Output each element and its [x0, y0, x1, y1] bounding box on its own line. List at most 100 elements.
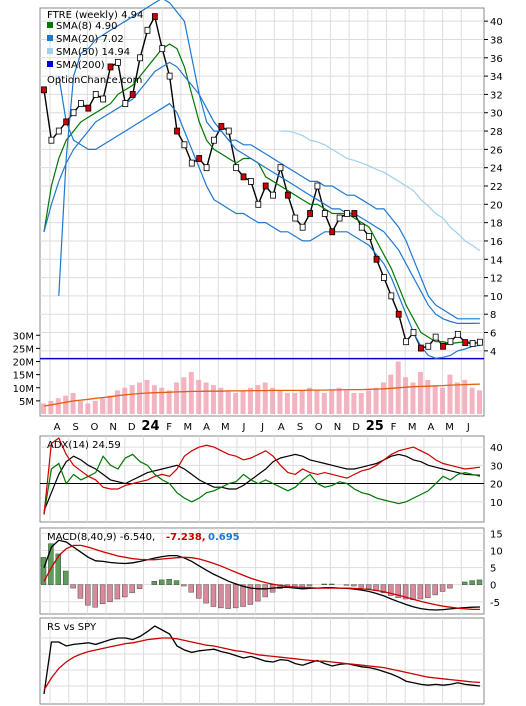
- y-tick-label: 22: [490, 182, 503, 193]
- price-x-axis: A S O N D 24 F M A M J J A S O N D 25 F M A M J: [54, 419, 470, 434]
- price-point: [196, 155, 203, 162]
- volume-bar: [129, 385, 135, 414]
- volume-tick-label: 15M: [13, 371, 34, 382]
- rs-panel: RS vs SPY: [39, 617, 485, 705]
- volume-bar: [351, 393, 357, 414]
- rs-lines: [43, 625, 481, 695]
- price-point: [225, 127, 232, 135]
- volume-bar: [188, 372, 194, 414]
- macd-histogram-bar: [380, 584, 387, 594]
- price-point: [425, 342, 432, 350]
- y-tick-label: 15: [490, 529, 503, 540]
- y-tick-label: 10: [490, 547, 503, 558]
- rs-panel-frame: [39, 617, 485, 705]
- macd-histogram-bar: [129, 584, 135, 594]
- x-tick-label: S: [297, 422, 303, 433]
- volume-bar: [432, 385, 438, 414]
- price-point: [314, 182, 321, 190]
- y-tick-label: 30: [490, 109, 503, 120]
- price-panel: 4 6 8 10 12 14 16 18 20 22 24 26 28 30 32 34 36 38 40 30M 2…: [13, 0, 503, 434]
- volume-tick-label: 30M: [13, 331, 34, 342]
- macd-histogram-bar: [306, 584, 313, 587]
- price-point: [203, 164, 210, 172]
- macd-histogram-bar: [114, 584, 121, 600]
- price-point: [137, 54, 143, 62]
- macd-histogram: [40, 543, 483, 609]
- macd-histogram-bar: [92, 584, 98, 608]
- volume-bar: [63, 395, 69, 414]
- x-tick-label: A: [278, 422, 285, 433]
- volume-bar: [358, 393, 364, 414]
- volume-bar: [181, 377, 187, 414]
- x-tick-label: M: [221, 422, 230, 433]
- adx-panel-frame: [39, 435, 485, 523]
- price-point: [107, 63, 114, 71]
- x-tick-label: J: [241, 422, 245, 433]
- legend-sma200: SMA(200): [56, 60, 105, 71]
- volume-bar: [454, 382, 460, 414]
- y-tick-label: 26: [490, 145, 503, 156]
- legend-swatch-sma20: [47, 35, 53, 41]
- macd-histogram-bar: [262, 584, 268, 598]
- volume-bar: [92, 400, 98, 414]
- price-point: [48, 136, 55, 144]
- macd-histogram-bar: [151, 581, 158, 585]
- price-point: [403, 338, 410, 346]
- volume-bar: [48, 400, 54, 414]
- macd-histogram-bar: [77, 584, 84, 599]
- volume-bar: [196, 379, 202, 414]
- legend-sma20: SMA(20) 7.02: [56, 34, 124, 45]
- price-panel-frame: [39, 7, 485, 417]
- macd-histogram-bar: [439, 584, 446, 592]
- price-point: [292, 214, 299, 222]
- series-sma-50-14-94: [280, 130, 481, 252]
- price-point: [78, 100, 84, 107]
- volume-bar: [107, 395, 113, 414]
- x-tick-label: M: [184, 422, 193, 433]
- volume-bar: [218, 387, 224, 414]
- volume-bar: [210, 385, 216, 414]
- macd-histogram-bar: [159, 579, 165, 585]
- price-point: [85, 104, 92, 112]
- macd-histogram-bar: [188, 584, 194, 593]
- macd-histogram-bar: [410, 584, 416, 600]
- macd-histogram-bar: [40, 557, 47, 585]
- macd-y-axis: 15 10 5 0 -5: [490, 529, 503, 608]
- price-point: [351, 210, 358, 217]
- price-point: [447, 338, 454, 346]
- price-point: [277, 164, 284, 172]
- x-tick-label: J: [260, 422, 264, 433]
- volume-bar: [477, 390, 482, 414]
- price-point: [122, 100, 129, 107]
- macd-histogram-bar: [358, 584, 364, 588]
- volume-y-axis: 30M 25M 20M 15M 10M 5M: [13, 331, 40, 408]
- macd-histogram-bar: [70, 584, 76, 589]
- macd-histogram-bar: [469, 580, 475, 585]
- volume-average-line: [43, 383, 481, 407]
- chart-title: FTRE (weekly) 4.94: [47, 10, 143, 21]
- y-tick-label: 16: [490, 237, 503, 248]
- price-point: [358, 223, 365, 231]
- macd-lines: [43, 539, 481, 611]
- volume-bar: [77, 400, 83, 414]
- volume-bar: [343, 390, 349, 414]
- series-adx-14-24-59: [43, 453, 481, 512]
- price-point: [240, 173, 247, 181]
- y-tick-label: 12: [490, 274, 503, 285]
- volume-bar: [159, 387, 165, 414]
- x-tick-label: J: [466, 422, 470, 433]
- x-tick-label: M: [445, 422, 454, 433]
- price-point: [469, 340, 476, 347]
- volume-bar: [41, 403, 46, 414]
- legend-swatch-sma8: [47, 22, 53, 28]
- macd-histogram-bar: [402, 584, 409, 600]
- volume-bar: [417, 372, 423, 414]
- y-tick-label: 28: [490, 127, 503, 138]
- macd-histogram-bar: [107, 584, 113, 602]
- macd-signal-value: -7.238,: [166, 532, 206, 543]
- x-tick-label: A: [203, 422, 210, 433]
- macd-histogram-bar: [99, 584, 106, 605]
- macd-hist-value: 0.695: [208, 532, 240, 543]
- volume-bar: [262, 382, 268, 414]
- volume-bar: [410, 382, 416, 414]
